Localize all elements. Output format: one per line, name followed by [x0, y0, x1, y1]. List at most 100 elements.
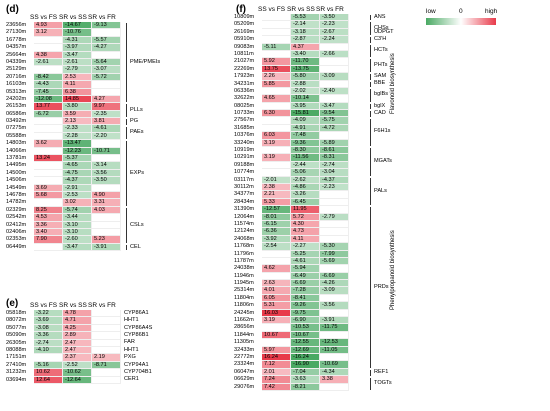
gene-id: 33240m	[234, 139, 255, 146]
table-row: 16778m -4.31 -5.57	[6, 36, 121, 45]
family-bracket	[370, 44, 371, 58]
table-row: 14678m 5.68 -2.53 4.90	[6, 191, 121, 200]
heat-cell: -2.52	[63, 361, 92, 370]
heat-cell: -8.42	[34, 73, 63, 82]
gene-id: 11806m	[234, 302, 254, 309]
heat-cell: -12.53	[320, 339, 349, 347]
heat-cell: 3.12	[34, 29, 63, 37]
heat-cell	[262, 257, 291, 266]
heat-cell: -8.71	[92, 361, 121, 370]
heat-cell: 4.93	[34, 22, 63, 30]
table-row: 13781m 13.24 -5.37	[6, 155, 121, 163]
heat-cell: 4.11	[63, 81, 92, 89]
column-header: SR vs FR	[316, 6, 344, 13]
table-row: 03117m -2.01 -2.62 -4.37	[234, 176, 349, 184]
gene-id: 04357m	[6, 44, 27, 51]
heat-cell: -5.75	[320, 117, 349, 125]
gene-family-label: UDPGT	[374, 28, 394, 35]
heat-cell: -6.15	[262, 220, 291, 229]
heat-cell: -2.79	[320, 213, 349, 221]
heat-cell: 5.72	[291, 213, 320, 221]
heat-cell: -4.26	[320, 280, 349, 288]
gene-id: 28656m	[234, 324, 255, 331]
heat-cell	[92, 317, 121, 325]
table-row: 06047m 2.01 -7.04 -4.34	[234, 368, 349, 377]
heat-cell: -2.54	[262, 243, 291, 251]
gene-id: 06449m	[6, 243, 27, 250]
gene-family-label: FAR	[124, 339, 135, 346]
table-row: 17923m 2.26 -5.80 -3.09	[234, 73, 349, 81]
table-row: 02353m 7.90 -2.60 5.23	[6, 236, 121, 244]
heat-cell: -2.88	[291, 80, 320, 88]
heat-cell: 11.95	[291, 206, 320, 214]
family-bracket	[370, 207, 371, 369]
gene-id: 30112m	[234, 183, 254, 190]
table-row: 14500m -4.75 -3.56	[6, 169, 121, 178]
gene-id: 10919m	[234, 147, 255, 154]
gene-id: 16778m	[6, 36, 27, 43]
heat-cell: -5.06	[291, 169, 320, 177]
table-row: 22772m 16.24 -16.24	[234, 353, 349, 362]
heat-cell: -4.27	[92, 44, 121, 52]
heat-cell: -6.69	[320, 272, 349, 281]
column-header: SR vs SS	[59, 302, 87, 309]
gene-id: 10733m	[234, 110, 255, 117]
gene-family-label: CEL	[130, 243, 141, 250]
heat-cell: -3.40	[291, 50, 320, 59]
heat-cell	[262, 339, 291, 347]
table-row: 34377m 2.21 -3.26	[234, 191, 349, 199]
gene-id: 26169m	[234, 28, 255, 35]
heat-cell: 5.31	[262, 302, 291, 310]
gene-id: 10774m	[234, 169, 255, 176]
heat-cell: 8.25	[34, 206, 63, 215]
heat-cell: -2.60	[63, 236, 92, 244]
table-row: 30112m 2.38 -4.86 -2.23	[234, 183, 349, 192]
heat-cell	[92, 184, 121, 192]
heat-cell: -7.28	[291, 287, 320, 295]
family-bracket	[126, 104, 127, 118]
table-row: 25129m -2.79 -3.07	[6, 66, 121, 74]
gene-family-label: PHTs	[374, 61, 388, 68]
heat-cell	[320, 353, 349, 362]
gene-family-label: HHT1	[124, 346, 139, 353]
heat-cell	[262, 50, 291, 59]
table-row: 29076m 7.42 -8.21	[234, 383, 349, 391]
heat-cell: -2.24	[320, 36, 349, 44]
family-bracket	[370, 74, 371, 80]
heat-cell: -6.72	[34, 110, 63, 119]
table-row: 31232m 10.62 -10.62	[6, 369, 121, 377]
table-row: 14549m 3.69 -2.91	[6, 184, 121, 192]
heat-cell: -15.81	[291, 110, 320, 118]
legend-low-label: low	[426, 8, 436, 15]
heat-cell: 13.75	[262, 65, 291, 74]
heat-cell: -3.47	[63, 243, 92, 252]
gene-family-label: BBE	[374, 80, 386, 87]
table-row: 06586m -6.72 3.59 -2.35	[6, 110, 121, 119]
heat-cell: -2.53	[63, 191, 92, 200]
gene-family-label: bglX	[374, 102, 386, 109]
gene-id: 11787m	[234, 257, 254, 264]
gene-family-label: CYP86A1	[124, 309, 149, 316]
table-row: 11796m -5.25 -7.99	[234, 250, 349, 258]
table-row: 10919m -8.30 -8.61	[234, 147, 349, 155]
table-row: 33240m 3.19 -9.36 -5.89	[234, 139, 349, 148]
heat-cell: -3.09	[320, 287, 349, 295]
heat-cell: -2.33	[63, 125, 92, 133]
gene-id: 04339m	[6, 58, 27, 65]
heat-cell	[320, 80, 349, 88]
gene-id: 32433m	[234, 346, 255, 353]
gene-id: 05313m	[6, 88, 27, 95]
gene-id: 02542m	[6, 214, 27, 221]
gene-id: 05077m	[6, 324, 27, 331]
heat-cell: 4.25	[63, 324, 92, 333]
heat-cell	[320, 331, 349, 340]
gene-id: 11946m	[234, 272, 254, 279]
heat-cell	[262, 169, 291, 177]
heat-cell: -4.65	[63, 162, 92, 170]
heat-cell: -10.71	[92, 147, 121, 156]
heat-cell: -9.36	[291, 139, 320, 148]
gene-id: 11804m	[234, 294, 254, 301]
heat-cell: -16.90	[291, 361, 320, 369]
heat-cell	[262, 124, 291, 133]
heat-cell: 13.77	[34, 103, 63, 111]
